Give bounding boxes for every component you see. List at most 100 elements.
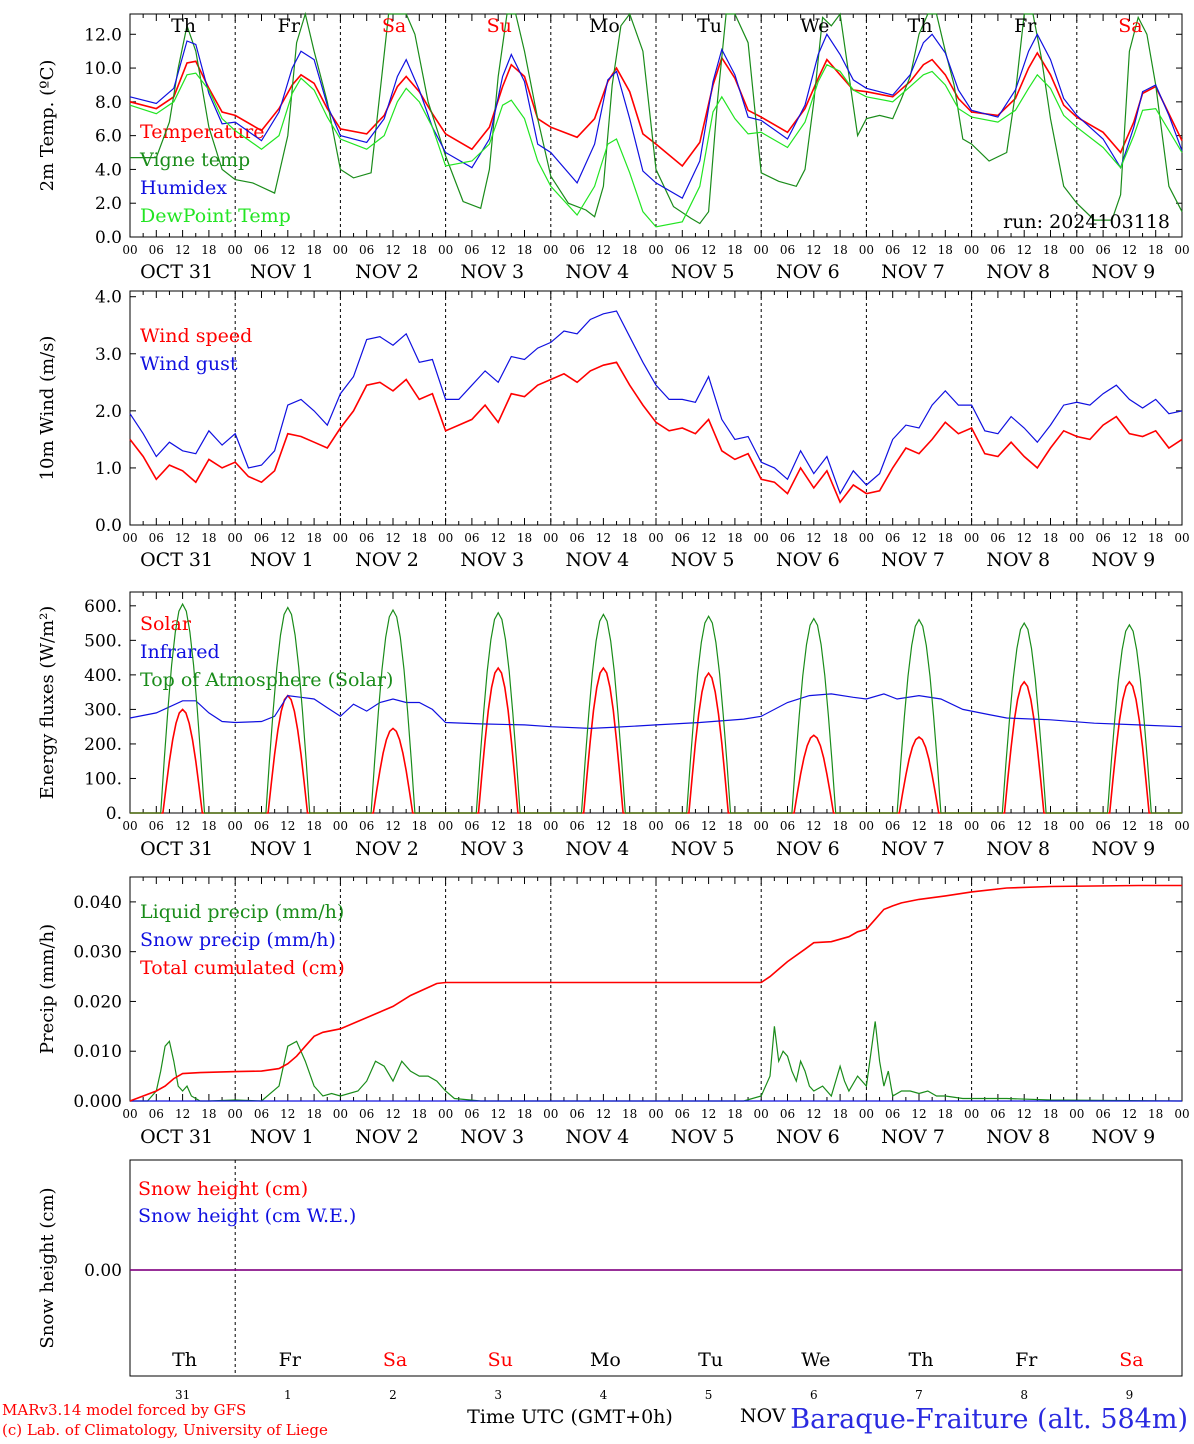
month-label: NOV — [740, 1405, 786, 1427]
date-label: NOV 3 — [460, 549, 524, 571]
hour-label: 12 — [175, 531, 190, 545]
hour-label: 18 — [1043, 1107, 1058, 1121]
hour-label: 00 — [859, 531, 874, 545]
weekday-label-bottom: Tu — [698, 1349, 723, 1371]
hour-label: 06 — [149, 1107, 164, 1121]
day-number: 31 — [175, 1388, 190, 1402]
hour-label: 18 — [727, 243, 742, 257]
hour-label: 12 — [596, 819, 611, 833]
hour-label: 12 — [175, 1107, 190, 1121]
footer-model: MARv3.14 model forced by GFS — [2, 1401, 246, 1419]
weekday-label: Su — [487, 15, 512, 37]
y-tick-label: 300. — [84, 700, 122, 720]
date-label: NOV 6 — [776, 261, 840, 283]
hour-label: 12 — [280, 1107, 295, 1121]
legend-entry: Humidex — [140, 177, 227, 199]
x-axis-title: Time UTC (GMT+0h) — [467, 1406, 673, 1428]
day-number: 3 — [494, 1388, 502, 1402]
panel-precip: 00 06 12 18 00 06 12 18 00 06 12 18 00 06 12 18 00 06 12 18… — [37, 876, 1190, 1148]
hour-label: 00 — [1174, 819, 1189, 833]
hour-label: 18 — [306, 243, 321, 257]
hour-label: 18 — [201, 1107, 216, 1121]
date-label: OCT 31 — [140, 261, 213, 283]
hour-label: 18 — [201, 819, 216, 833]
hour-label: 12 — [911, 1107, 926, 1121]
panel-snow: 0.00 Snow height (cm) Snow height (cm) Snow… — [37, 1159, 1183, 1377]
hour-label: 06 — [464, 531, 479, 545]
hour-label: 18 — [622, 819, 637, 833]
hour-label: 00 — [1069, 819, 1084, 833]
y-axis-title: Energy fluxes (W/m²) — [37, 606, 58, 800]
hour-label: 06 — [359, 243, 374, 257]
day-number: 4 — [600, 1388, 608, 1402]
hour-label: 18 — [306, 531, 321, 545]
day-number: 2 — [389, 1388, 397, 1402]
y-tick-label: 2.0 — [95, 194, 122, 214]
weekday-label: We — [800, 15, 829, 37]
hour-label: 00 — [1069, 531, 1084, 545]
hour-label: 00 — [648, 819, 663, 833]
date-label: NOV 6 — [776, 549, 840, 571]
hour-label: 00 — [754, 243, 769, 257]
y-tick-label: 0.000 — [73, 1092, 122, 1112]
hour-label: 18 — [938, 243, 953, 257]
hour-label: 12 — [701, 531, 716, 545]
hour-label: 18 — [412, 531, 427, 545]
hour-label: 00 — [543, 243, 558, 257]
hour-label: 00 — [333, 531, 348, 545]
hour-label: 06 — [149, 531, 164, 545]
hour-label: 18 — [727, 531, 742, 545]
hour-label: 12 — [1122, 1107, 1137, 1121]
hour-label: 06 — [1095, 531, 1110, 545]
weekday-label-bottom: Th — [172, 1349, 197, 1371]
hour-label: 18 — [1043, 243, 1058, 257]
weekday-label: Tu — [697, 15, 722, 37]
hour-label: 00 — [648, 531, 663, 545]
series-line-red — [129, 884, 1182, 1102]
hour-label: 18 — [201, 243, 216, 257]
legend-entry: Wind speed — [140, 325, 252, 347]
date-label: NOV 7 — [881, 1126, 945, 1148]
day-number: 7 — [915, 1388, 923, 1402]
weekday-label-bottom: Sa — [383, 1349, 407, 1371]
hour-label: 06 — [885, 243, 900, 257]
hour-label: 12 — [1017, 531, 1032, 545]
hour-label: 06 — [1095, 1107, 1110, 1121]
date-label: NOV 2 — [355, 1126, 419, 1148]
hour-label: 00 — [333, 1107, 348, 1121]
date-label: NOV 7 — [881, 838, 945, 860]
hour-label: 06 — [464, 243, 479, 257]
hour-label: 12 — [491, 243, 506, 257]
site-title: Baraque-Fraiture (alt. 584m) — [790, 1404, 1188, 1435]
hour-label: 06 — [464, 819, 479, 833]
hour-label: 06 — [569, 243, 584, 257]
y-tick-label: 500. — [84, 631, 122, 651]
weekday-label: Fr — [278, 15, 301, 37]
hour-label: 18 — [1043, 819, 1058, 833]
y-tick-label: 600. — [84, 597, 122, 617]
hour-label: 12 — [1017, 243, 1032, 257]
hour-label: 12 — [1122, 243, 1137, 257]
date-label: NOV 3 — [460, 261, 524, 283]
weekday-label-bottom: Fr — [279, 1349, 302, 1371]
hour-label: 00 — [122, 1107, 137, 1121]
date-label: NOV 9 — [1092, 838, 1156, 860]
hour-label: 00 — [648, 1107, 663, 1121]
hour-label: 18 — [938, 819, 953, 833]
hour-label: 18 — [622, 1107, 637, 1121]
date-label: NOV 9 — [1092, 549, 1156, 571]
hour-label: 06 — [254, 1107, 269, 1121]
hour-label: 00 — [964, 819, 979, 833]
hour-label: 00 — [543, 531, 558, 545]
legend-entry: Total cumulated (cm) — [140, 957, 345, 979]
hour-label: 00 — [228, 1107, 243, 1121]
panel-wind: 00 06 12 18 00 06 12 18 00 06 12 18 00 06 12 18 00 06 12 18… — [37, 288, 1190, 571]
hour-label: 00 — [228, 819, 243, 833]
hour-label: 06 — [675, 243, 690, 257]
weekday-label-bottom: Fr — [1015, 1349, 1038, 1371]
weekday-label-bottom: Mo — [590, 1349, 621, 1371]
hour-label: 12 — [385, 1107, 400, 1121]
hour-label: 18 — [622, 531, 637, 545]
legend-entry: Top of Atmosphere (Solar) — [140, 669, 393, 691]
